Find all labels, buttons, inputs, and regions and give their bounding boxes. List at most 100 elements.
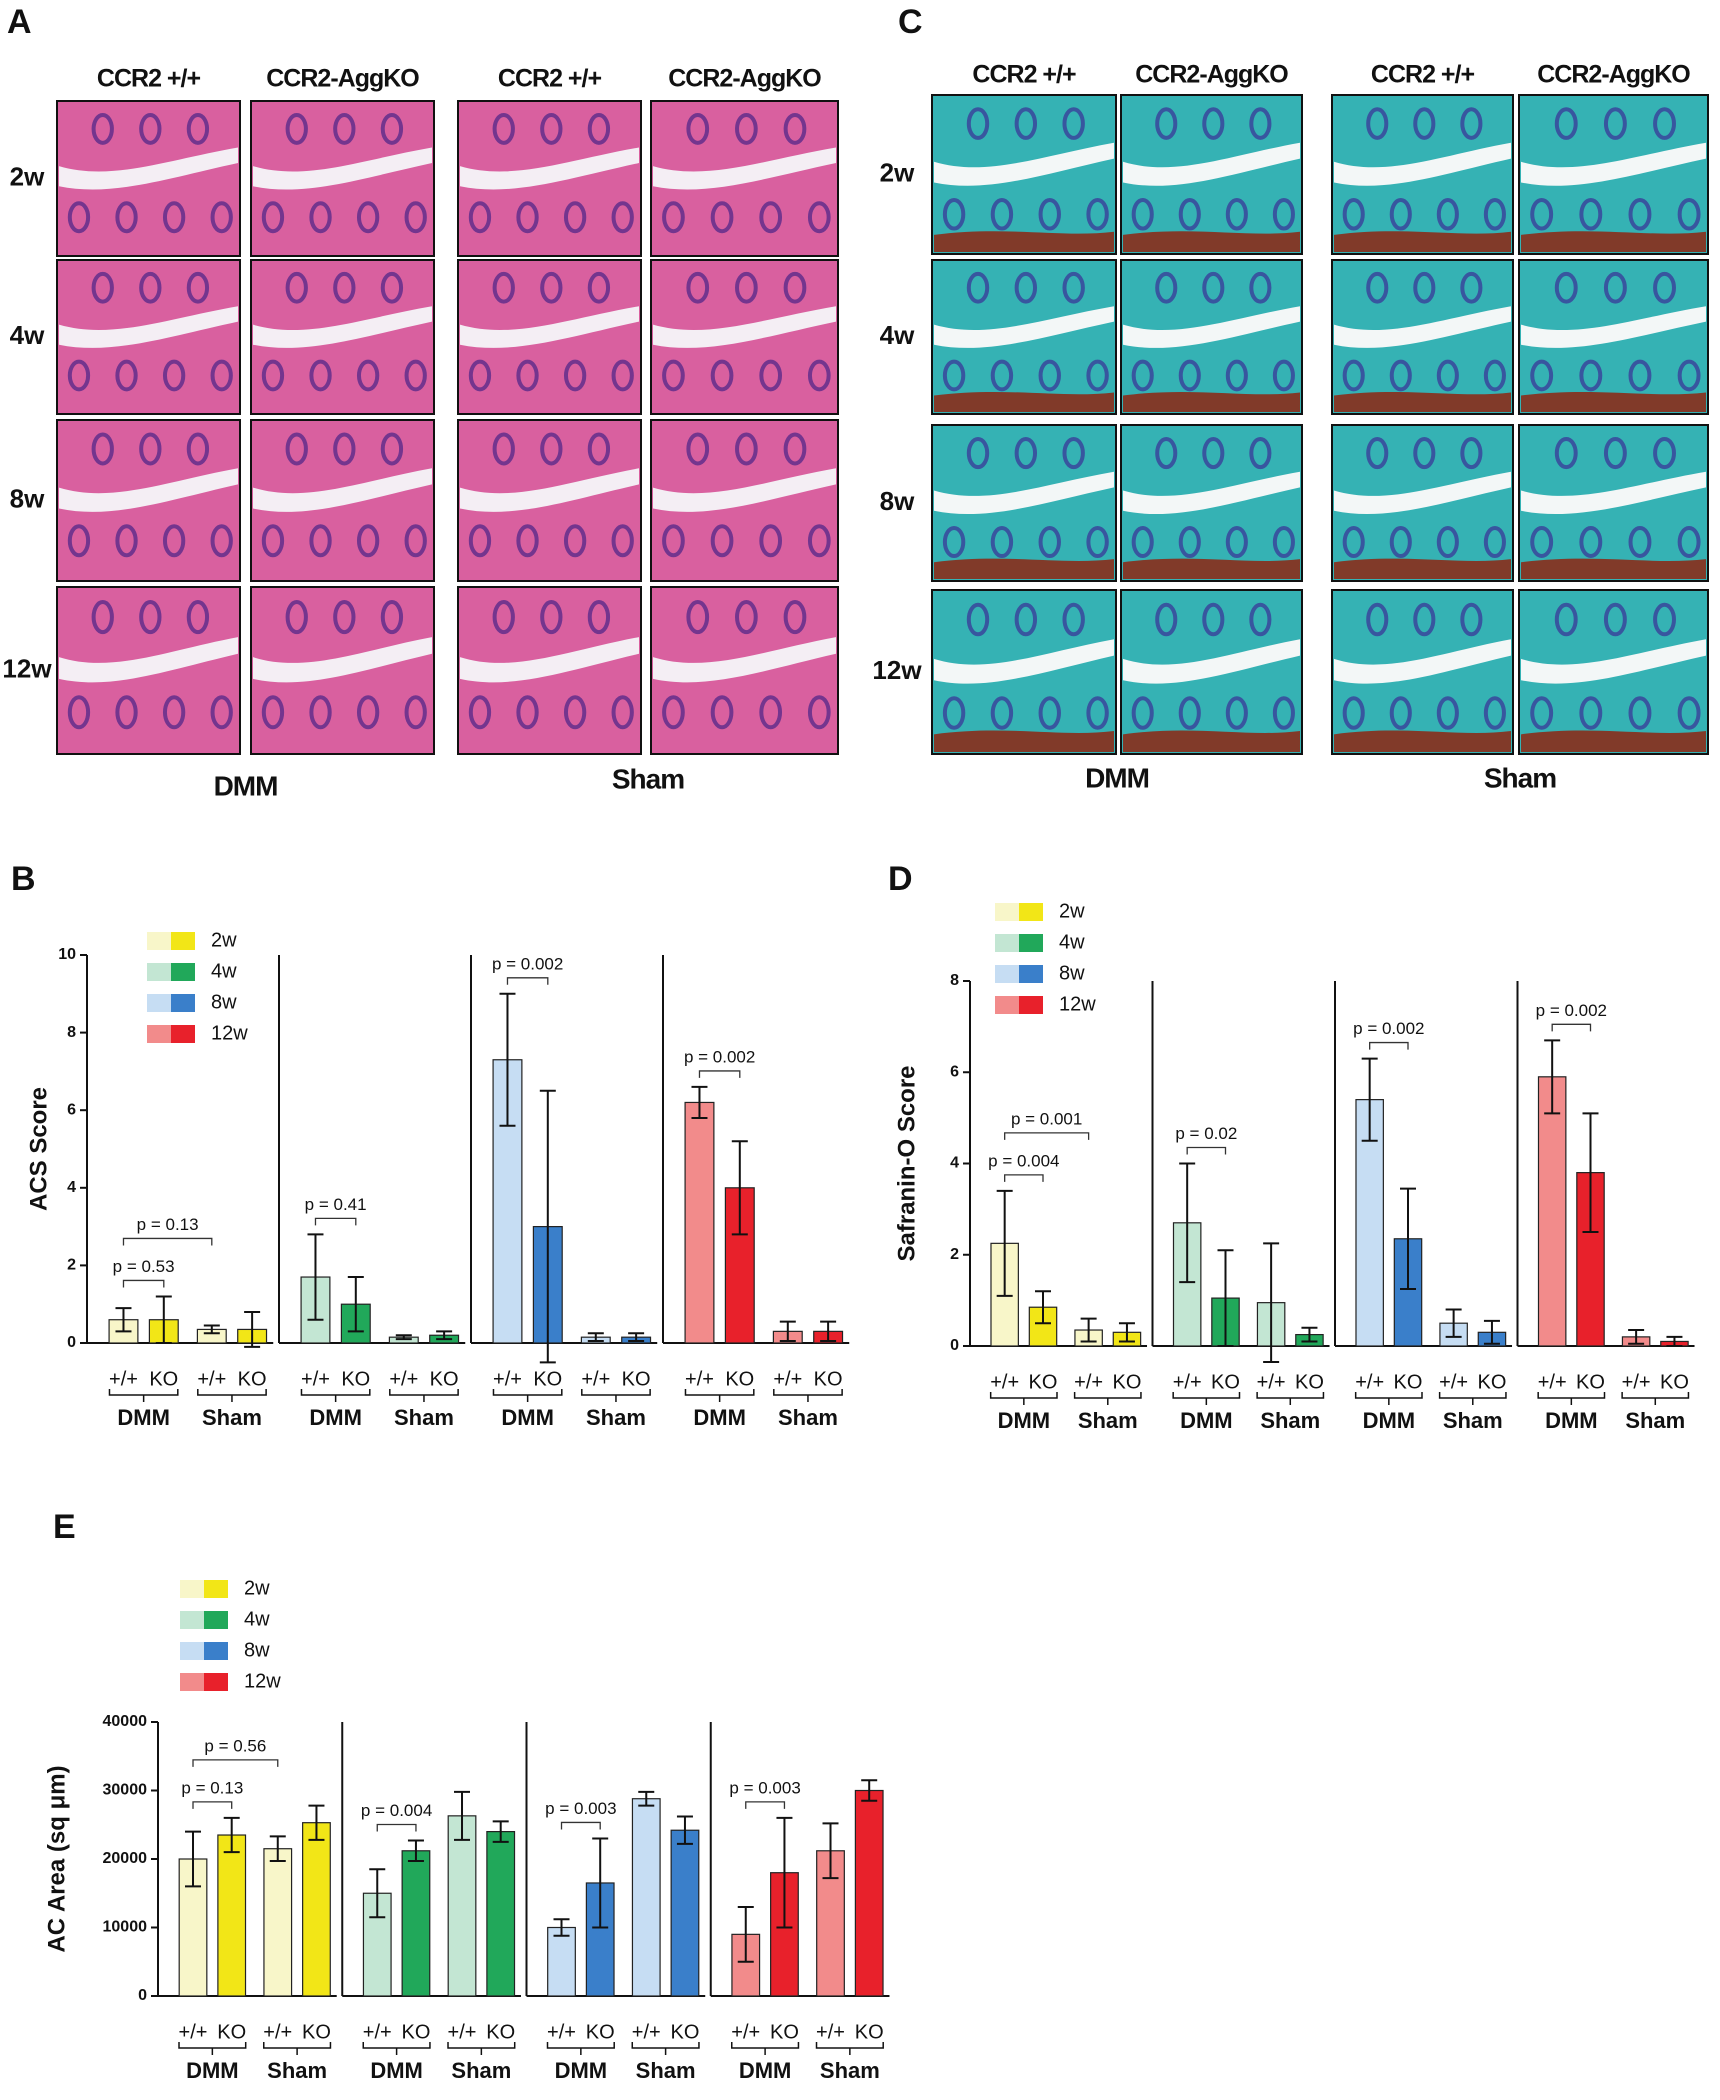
bone-stain [1334, 730, 1511, 752]
tissue-blob [783, 112, 807, 145]
tissue-blob [210, 201, 233, 234]
tissue-blob [587, 432, 611, 466]
tissue-blob [1249, 602, 1272, 637]
group-label: Sham [612, 763, 684, 794]
p-value: p = 0.02 [1175, 1124, 1237, 1143]
x-tick-label: KO [302, 2021, 331, 2043]
tissue-blob [1155, 107, 1178, 140]
tissue-blob [1389, 359, 1412, 392]
error-bar [499, 992, 516, 1127]
legend-swatch [1019, 934, 1043, 952]
tissue-blob [1413, 602, 1436, 637]
group-label: DMM [1363, 1408, 1416, 1433]
x-tick-label: +/+ [990, 1371, 1019, 1393]
p-value: p = 0.53 [113, 1257, 175, 1276]
y-tick-label: 30000 [103, 1782, 148, 1799]
tissue-blob [783, 432, 807, 466]
p-value: p = 0.001 [1011, 1109, 1082, 1128]
tissue-blob [563, 201, 587, 234]
tissue-blob [309, 695, 332, 730]
error-bar [1666, 1335, 1683, 1347]
y-tick-label: 4 [67, 1179, 76, 1196]
joint-space [1521, 306, 1706, 348]
joint-space [460, 147, 639, 190]
tissue-blob [1460, 107, 1483, 140]
x-tick-label: KO [770, 2021, 799, 2043]
tissue-blob [1628, 525, 1652, 559]
x-tick-label: KO [486, 2021, 515, 2043]
x-tick-label: KO [1211, 1371, 1240, 1393]
bone-stain [1521, 231, 1706, 252]
tissue-blob [380, 271, 404, 304]
x-tick-label: KO [238, 1368, 267, 1390]
group-bracket [631, 2042, 700, 2055]
bone-stain [1334, 231, 1511, 252]
tissue-blob [1014, 602, 1038, 637]
tissue-blob [662, 359, 685, 392]
joint-space [460, 637, 639, 683]
error-bar [737, 1905, 754, 1963]
y-tick-label: 40000 [103, 1713, 148, 1730]
tissue-blob [1677, 197, 1701, 231]
legend-label: 8w [1059, 962, 1085, 984]
row-label: 12w [872, 655, 922, 685]
error-bar [308, 1804, 325, 1841]
y-tick-label: 8 [950, 972, 959, 989]
row-label: 4w [10, 320, 45, 350]
bar [816, 1850, 845, 1997]
tissue-blob [1603, 602, 1627, 637]
group-label: Sham [202, 1405, 262, 1430]
bar [854, 1789, 884, 1997]
joint-space [1123, 142, 1300, 186]
tissue-blob [1062, 107, 1085, 140]
group-label: DMM [1545, 1408, 1598, 1433]
group-label: Sham [1260, 1408, 1320, 1433]
x-tick-label: +/+ [301, 1368, 330, 1390]
y-tick-label: 6 [950, 1063, 959, 1080]
error-bar [436, 1330, 453, 1341]
tissue-blob [285, 600, 308, 635]
tissue-blob [356, 359, 380, 392]
x-tick-label: KO [341, 1368, 370, 1390]
group-label: DMM [214, 770, 278, 801]
tissue-blob [261, 359, 285, 392]
histology-image [650, 259, 839, 415]
x-tick-label: KO [814, 1368, 843, 1390]
joint-space [1521, 471, 1706, 515]
group-label: DMM [693, 1405, 746, 1430]
joint-space [1123, 639, 1300, 684]
joint-space [1123, 306, 1300, 348]
tissue-blob [1272, 359, 1295, 392]
joint-space [253, 468, 432, 512]
legend-swatch [204, 1611, 228, 1629]
group-bracket [989, 1392, 1058, 1405]
tissue-blob [1086, 525, 1109, 559]
y-tick-label: 0 [67, 1334, 76, 1351]
histology-image [56, 100, 241, 257]
bone-stain [1521, 391, 1706, 412]
tissue-blob [1178, 197, 1201, 231]
x-tick-label: +/+ [363, 2021, 392, 2043]
x-tick-label: KO [1112, 1371, 1141, 1393]
tissue-blob [67, 359, 91, 392]
tissue-blob [67, 201, 91, 234]
histology-image [931, 259, 1117, 415]
joint-space [59, 306, 238, 348]
tissue-blob [1062, 271, 1085, 304]
tissue-blob [1554, 602, 1578, 637]
x-tick-label: +/+ [1538, 1371, 1567, 1393]
significance-bracket [560, 1821, 601, 1830]
histology-image [1518, 259, 1709, 415]
x-tick-label: +/+ [197, 1368, 226, 1390]
group-label: DMM [739, 2058, 792, 2083]
x-tick-label: KO [401, 2021, 430, 2043]
tissue-blob [210, 695, 233, 730]
bar [447, 1815, 477, 1997]
tissue-blob [1342, 525, 1365, 559]
tissue-blob [162, 359, 186, 392]
group-label: DMM [117, 1405, 170, 1430]
tissue-blob [1038, 359, 1061, 392]
tissue-blob [356, 201, 380, 234]
histology-image [931, 589, 1117, 755]
